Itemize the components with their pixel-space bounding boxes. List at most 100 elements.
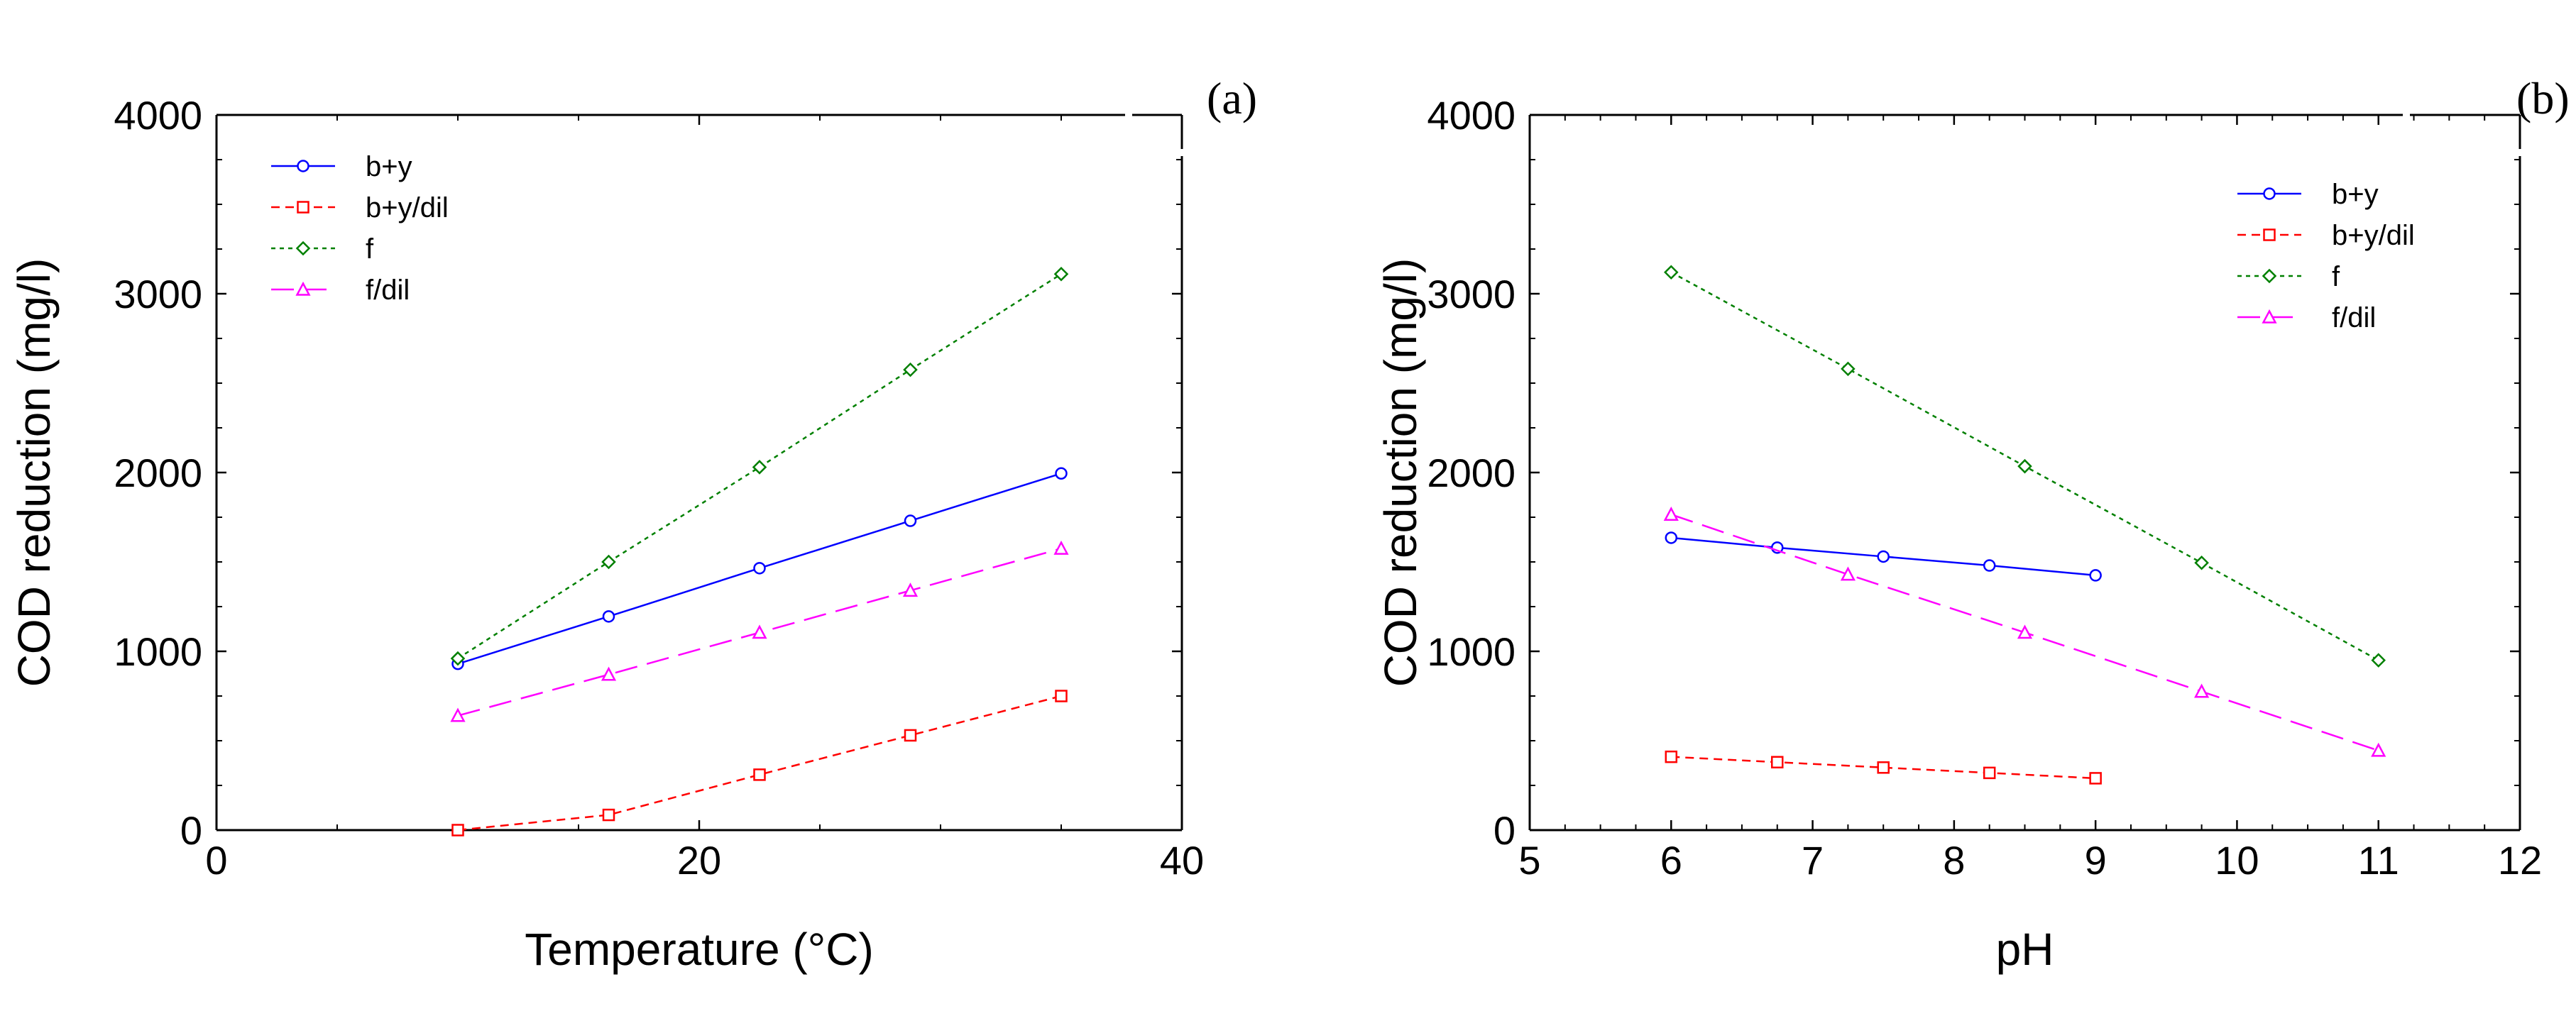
data-point <box>450 651 466 666</box>
data-point <box>1664 265 1679 280</box>
series-b+y/dil <box>451 690 1068 836</box>
data-point <box>1663 507 1679 521</box>
legend-marker <box>2262 309 2277 324</box>
y-ticks: 0 1000 2000 3000 4000 <box>1427 93 2520 853</box>
legend-label: f <box>366 233 374 265</box>
series-b+y <box>451 467 1068 670</box>
legend-item: f/dil <box>271 275 410 306</box>
data-point <box>601 666 617 681</box>
data-point <box>1877 550 1890 563</box>
x-tick-label: 11 <box>2358 838 2399 883</box>
legend-item: b+y/dil <box>271 192 449 223</box>
data-point <box>2089 772 2102 785</box>
series-line <box>457 695 1062 832</box>
data-point <box>1665 750 1678 763</box>
legend-item: f/dil <box>2237 302 2376 333</box>
data-point <box>1983 766 1996 780</box>
series-f <box>450 267 1069 666</box>
y-tick-label: 0 <box>1493 808 1516 853</box>
data-point <box>2194 555 2209 570</box>
x-tick-label: 12 <box>2498 838 2542 883</box>
data-point <box>753 768 766 781</box>
data-point <box>904 729 917 742</box>
data-point <box>451 824 464 836</box>
x-tick-label: 5 <box>1518 838 1540 883</box>
legend-item: f <box>2237 261 2340 292</box>
legend-label: f/dil <box>366 275 410 306</box>
legend-label: f/dil <box>2332 302 2376 333</box>
y-tick-label: 3000 <box>1427 272 1516 316</box>
series-line <box>457 273 1062 660</box>
data-point <box>1053 540 1069 555</box>
legend-marker <box>297 201 309 214</box>
data-point <box>2017 624 2033 639</box>
legend-item: b+y <box>2237 179 2379 210</box>
panel-label: (b) <box>2516 73 2570 123</box>
x-tick-label: 8 <box>1943 838 1965 883</box>
data-point <box>450 707 466 722</box>
x-tick-label: 7 <box>1802 838 1824 883</box>
y-tick-label: 1000 <box>114 629 202 674</box>
legend-marker <box>295 241 311 256</box>
data-point <box>904 514 917 527</box>
data-point <box>2194 683 2210 698</box>
data-point <box>903 362 918 377</box>
legend: b+y b+y/dil f f/dil <box>2237 179 2415 333</box>
y-tick-label: 4000 <box>1427 93 1516 138</box>
x-tick-label: 40 <box>1160 838 1204 883</box>
x-axis-title: Temperature (°C) <box>525 924 874 975</box>
data-point <box>602 808 615 822</box>
data-point <box>2371 742 2386 757</box>
legend-marker <box>295 281 311 296</box>
legend-item: f <box>271 233 374 265</box>
data-point <box>1877 761 1890 774</box>
y-axis-title: COD reduction (mg/l) <box>9 258 60 688</box>
legend-item: b+y/dil <box>2237 220 2415 251</box>
legend-label: b+y <box>366 151 412 182</box>
data-point <box>2371 653 2386 668</box>
legend-marker <box>2262 268 2277 284</box>
data-point <box>902 582 919 597</box>
plot-frame <box>215 114 1183 832</box>
data-point <box>602 610 615 623</box>
panel-a-temperature-chart: 0 20 40 0 1000 2000 3000 4000 Temperature (°C) CO… <box>9 73 1257 975</box>
data-point <box>1055 467 1068 480</box>
series-b+y/dil <box>1665 750 2102 785</box>
data-point <box>1983 559 1996 572</box>
y-tick-label: 2000 <box>114 451 202 495</box>
data-point <box>752 460 767 475</box>
series-f <box>1664 265 2386 668</box>
y-axis-title: COD reduction (mg/l) <box>1375 258 1426 688</box>
x-tick-label: 10 <box>2215 838 2259 883</box>
x-ticks: 0 20 40 <box>205 115 1204 883</box>
legend-label: f <box>2332 261 2340 292</box>
x-tick-label: 6 <box>1660 838 1682 883</box>
data-point <box>1055 690 1068 702</box>
y-tick-label: 1000 <box>1427 629 1516 674</box>
panel-label: (a) <box>1207 73 1257 123</box>
legend-item: b+y <box>271 151 412 182</box>
series-b+y <box>1665 531 2102 582</box>
data-point <box>1053 267 1069 282</box>
y-tick-label: 0 <box>180 808 202 853</box>
data-point <box>1771 756 1784 768</box>
x-tick-label: 0 <box>205 838 227 883</box>
legend-marker <box>2263 228 2276 241</box>
y-tick-label: 3000 <box>114 272 202 316</box>
data-point <box>753 562 766 575</box>
data-point <box>2089 569 2102 582</box>
data-point <box>752 624 767 639</box>
y-ticks: 0 1000 2000 3000 4000 <box>114 93 1182 853</box>
x-ticks: 5 6 7 8 9 10 11 12 <box>1518 115 2542 883</box>
legend: b+y b+y/dil f f/dil <box>271 151 449 306</box>
data-point <box>1665 531 1678 544</box>
y-tick-label: 2000 <box>1427 451 1516 495</box>
legend-marker <box>2263 187 2276 200</box>
series-f/dil <box>450 540 1069 722</box>
x-tick-label: 20 <box>677 838 721 883</box>
data-point <box>601 554 616 570</box>
data-point <box>2017 458 2032 474</box>
legend-label: b+y <box>2332 179 2379 210</box>
y-tick-label: 4000 <box>114 93 202 138</box>
